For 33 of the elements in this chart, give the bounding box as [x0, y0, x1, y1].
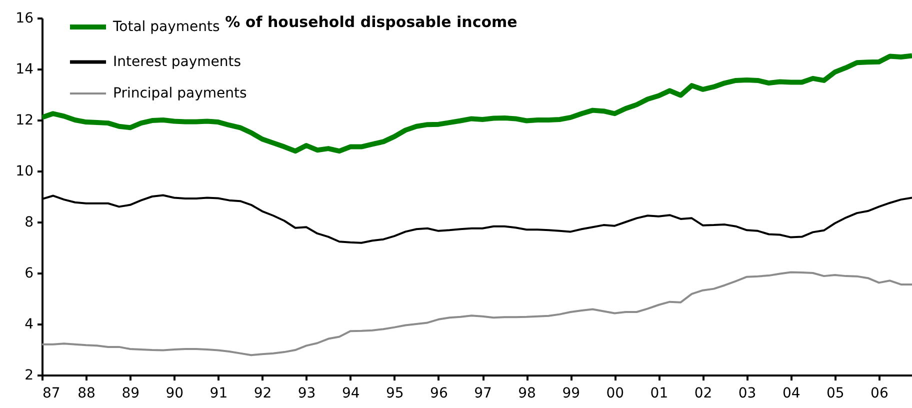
x-tick-label: 99 — [562, 386, 580, 402]
x-tick-label: 93 — [298, 386, 316, 402]
x-tick-label: 91 — [210, 386, 228, 402]
y-tick-label: 16 — [16, 10, 34, 26]
x-tick-label: 97 — [474, 386, 492, 402]
x-tick-label: 00 — [606, 386, 624, 402]
line-series — [42, 271, 912, 356]
x-tick-label: 87 — [42, 386, 60, 402]
x-tick-label: 89 — [122, 386, 140, 402]
x-tick-label: 01 — [650, 386, 668, 402]
x-tick-label: 95 — [386, 386, 404, 402]
legend-label: Principal payments — [113, 86, 247, 102]
legend-label: Total payments — [112, 19, 220, 35]
x-tick-label: 04 — [782, 386, 800, 402]
y-tick-label: 8 — [24, 214, 34, 230]
y-tick-label: 14 — [16, 62, 34, 78]
x-tick-label: 90 — [166, 386, 184, 402]
x-tick-label: 98 — [518, 386, 536, 402]
y-tick-label: 4 — [24, 316, 34, 332]
y-tick-label: 6 — [24, 266, 34, 282]
chart-title: % of household disposable income — [225, 13, 518, 31]
x-tick-label: 02 — [694, 386, 712, 402]
y-tick-label: 2 — [24, 368, 34, 384]
y-tick-label: 12 — [16, 112, 34, 128]
y-tick-label: 10 — [16, 164, 34, 180]
legend-label: Interest payments — [113, 54, 242, 70]
x-tick-label: 05 — [826, 386, 844, 402]
x-tick-label: 96 — [430, 386, 448, 402]
x-tick-label: 06 — [870, 386, 888, 402]
x-tick-label: 92 — [254, 386, 272, 402]
x-tick-label: 88 — [78, 386, 96, 402]
x-tick-label: 94 — [342, 386, 360, 402]
x-tick-label: 03 — [738, 386, 756, 402]
